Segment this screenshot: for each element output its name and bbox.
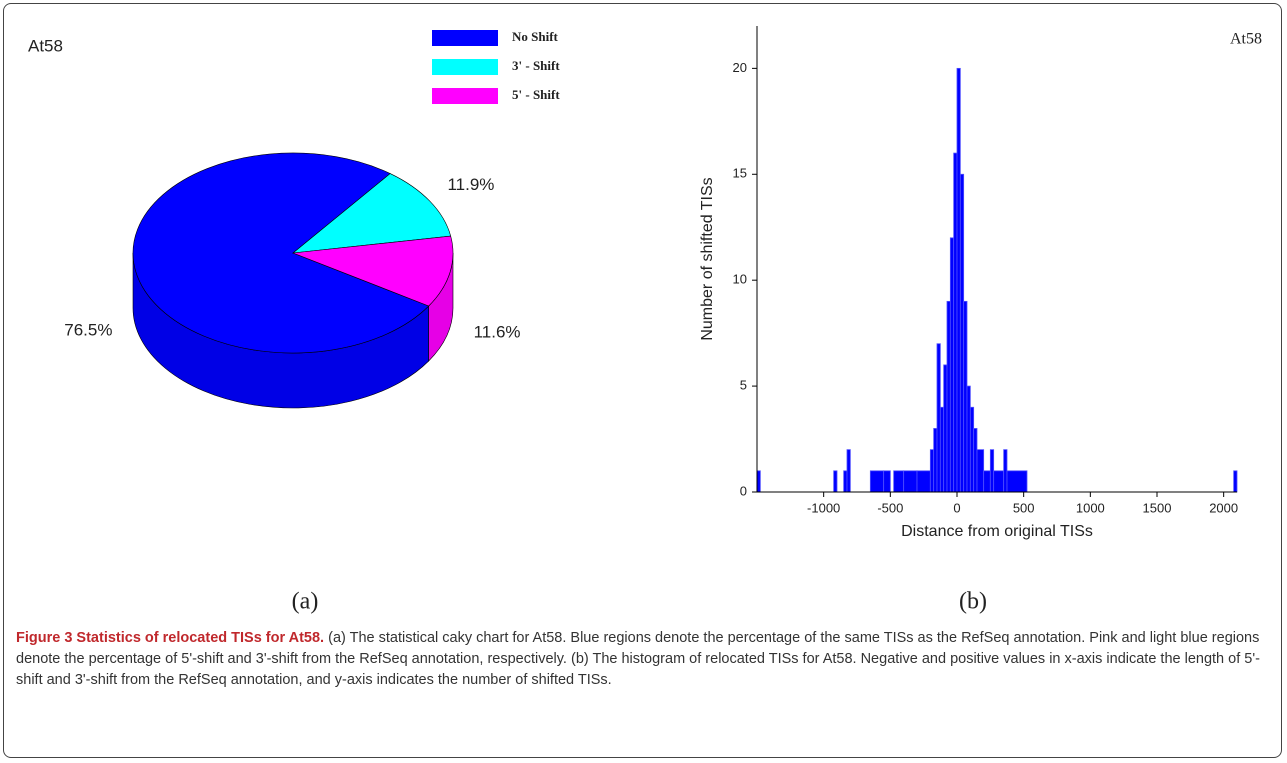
y-tick-label: 5 bbox=[740, 378, 747, 393]
pie-slice bbox=[292, 173, 452, 254]
bar bbox=[946, 300, 951, 493]
pie-slice bbox=[292, 235, 454, 307]
legend-swatch bbox=[432, 59, 498, 75]
bar bbox=[966, 385, 971, 493]
bar bbox=[933, 428, 938, 493]
pie-slice bbox=[132, 152, 430, 354]
x-tick-label: 2000 bbox=[1209, 500, 1238, 515]
bar bbox=[943, 364, 948, 493]
bar bbox=[989, 449, 995, 493]
caption: Figure 3 Statistics of relocated TISs fo… bbox=[16, 628, 1271, 691]
bar bbox=[916, 470, 931, 493]
data-label: 11.9% bbox=[447, 175, 494, 194]
bar bbox=[936, 343, 941, 493]
legend-label: 3' - Shift bbox=[512, 58, 560, 73]
chart: At58 At58 (a) (b) 76.5% 11.9% 11.6% No Shif… bbox=[28, 26, 1262, 615]
y-tick-label: 10 bbox=[733, 272, 747, 287]
bar bbox=[1003, 449, 1008, 493]
bar bbox=[953, 152, 958, 493]
bar bbox=[973, 428, 978, 493]
bar bbox=[883, 470, 891, 493]
caption-title: Figure 3 Statistics of relocated TISs fo… bbox=[16, 630, 325, 646]
data-label: 76.5% bbox=[64, 321, 112, 340]
bar bbox=[983, 470, 991, 493]
x-tick-label: 1000 bbox=[1076, 500, 1105, 515]
bar bbox=[1006, 470, 1028, 493]
chart-title: At58 bbox=[28, 36, 63, 55]
bar bbox=[993, 470, 1005, 493]
bar bbox=[929, 449, 935, 493]
x-tick-label: -500 bbox=[877, 500, 903, 515]
x-tick-label: 1500 bbox=[1143, 500, 1172, 515]
x-axis-label: Distance from original TISs bbox=[901, 523, 1093, 540]
y-tick-label: 20 bbox=[733, 60, 747, 75]
x-tick-label: -1000 bbox=[807, 500, 840, 515]
y-tick-label: 0 bbox=[740, 483, 747, 498]
bar bbox=[959, 173, 965, 493]
bar bbox=[969, 406, 975, 493]
bar bbox=[893, 470, 905, 493]
legend-label: 5' - Shift bbox=[512, 87, 560, 102]
y-tick-label: 15 bbox=[733, 166, 747, 181]
bar bbox=[956, 67, 961, 493]
legend-label: No Shift bbox=[512, 29, 559, 44]
bar bbox=[903, 470, 918, 493]
x-tick-label: 0 bbox=[953, 500, 960, 515]
legend-swatch bbox=[432, 88, 498, 104]
y-axis-label: Number of shifted TISs bbox=[699, 177, 716, 340]
x-tick-label: 500 bbox=[1013, 500, 1035, 515]
bar bbox=[1233, 470, 1238, 493]
bar bbox=[963, 300, 968, 493]
legend-swatch bbox=[432, 30, 498, 46]
data-label: 11.6% bbox=[474, 323, 521, 342]
bar bbox=[869, 470, 885, 493]
chart-title: At58 bbox=[1230, 31, 1262, 48]
panel-label: (b) bbox=[959, 589, 987, 615]
panel-label: (a) bbox=[292, 589, 319, 615]
figure-frame bbox=[3, 3, 1282, 758]
bar bbox=[846, 449, 851, 493]
bar bbox=[833, 470, 838, 493]
bar bbox=[843, 470, 848, 493]
bar bbox=[976, 449, 985, 493]
bar bbox=[949, 237, 955, 493]
bar bbox=[939, 406, 945, 493]
caption-text: (a) The statistical caky chart for At58.… bbox=[16, 630, 1260, 688]
